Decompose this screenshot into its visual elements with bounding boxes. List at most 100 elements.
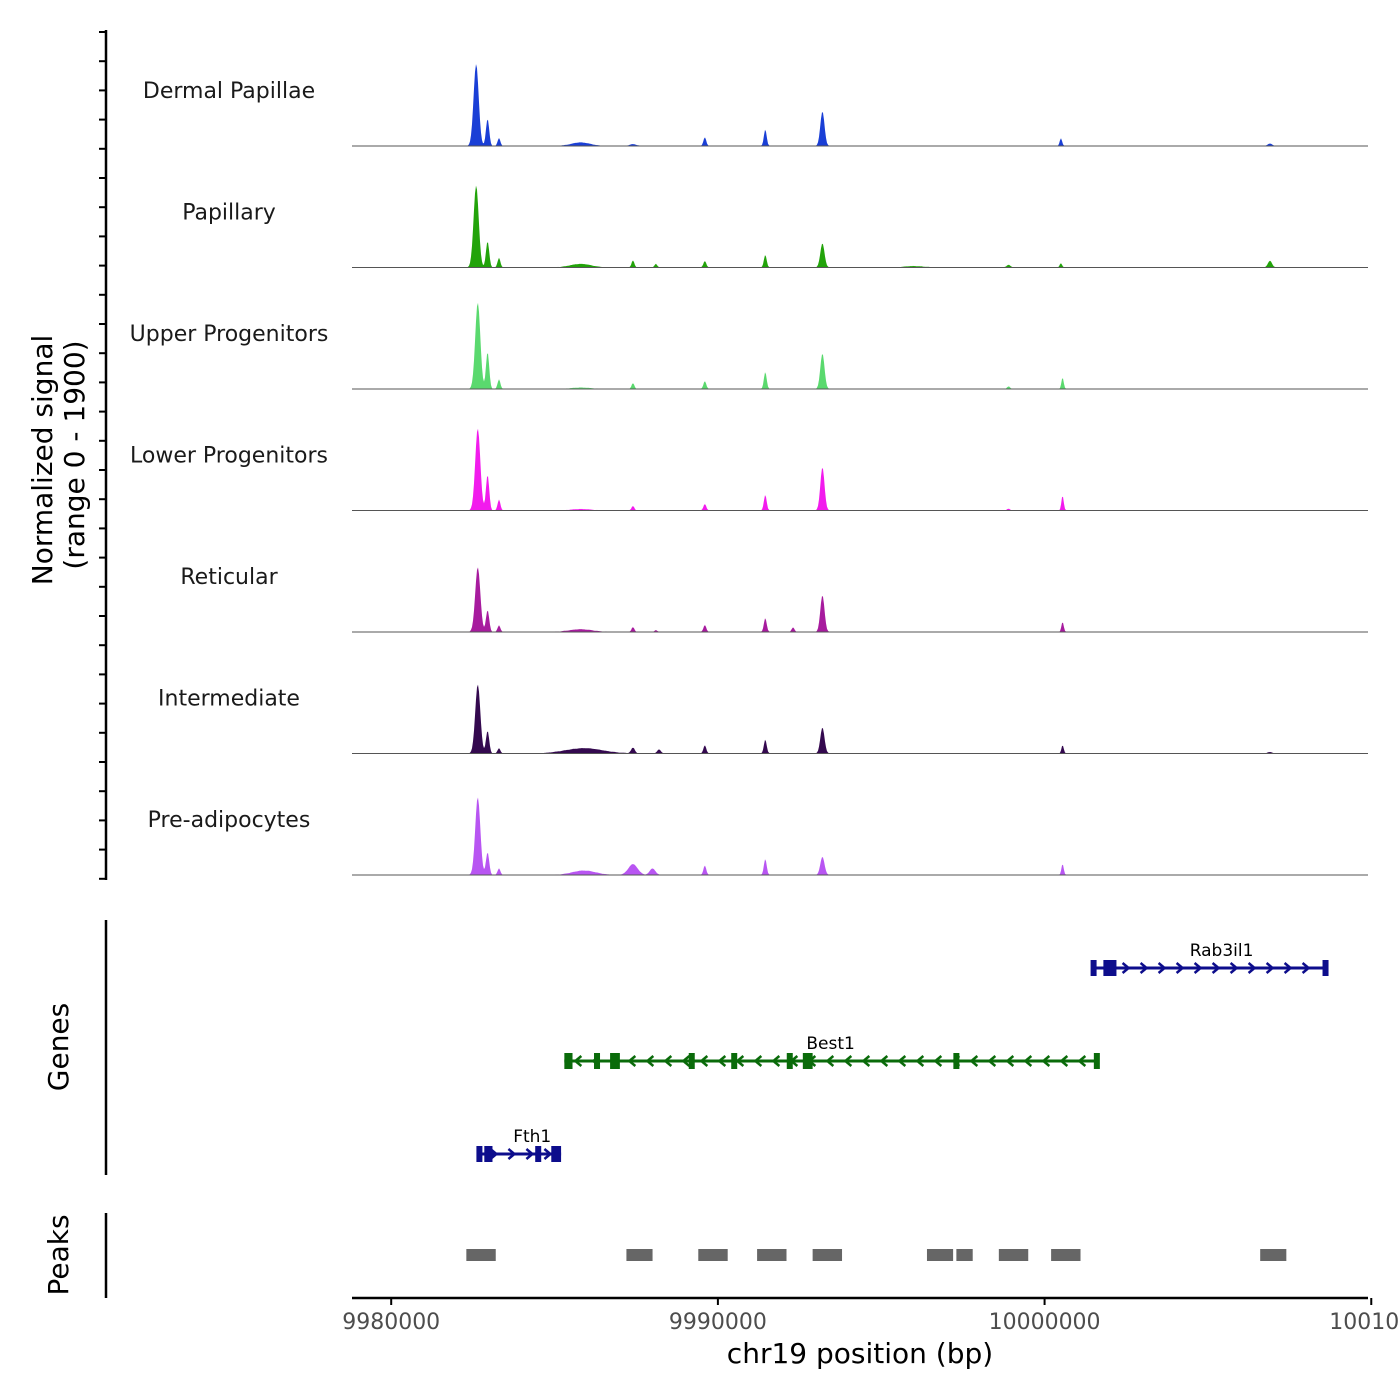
- strand-arrow: [699, 1055, 709, 1067]
- coverage-area: [352, 302, 1368, 389]
- exon: [688, 1053, 695, 1069]
- strand-arrow: [1193, 962, 1203, 974]
- track-label: Lower Progenitors: [130, 444, 328, 469]
- strand-arrow: [1041, 1055, 1051, 1067]
- exon: [1103, 960, 1117, 976]
- strand-arrow: [1211, 962, 1221, 974]
- peak-region: [1260, 1249, 1287, 1261]
- strand-arrow: [933, 1055, 943, 1067]
- exon: [802, 1053, 813, 1069]
- x-tick-label: 9990000: [669, 1310, 767, 1335]
- track-reticular: Reticular: [180, 565, 1368, 633]
- track-intermediate: Intermediate: [158, 684, 1368, 754]
- strand-arrow: [1301, 962, 1311, 974]
- track-label: Pre-adipocytes: [148, 808, 311, 833]
- genes-axis-title: Genes: [42, 1003, 75, 1091]
- exon: [1322, 960, 1329, 976]
- strand-arrow: [1121, 962, 1131, 974]
- strand-arrow: [1005, 1055, 1015, 1067]
- exon: [953, 1053, 960, 1069]
- strand-arrow: [987, 1055, 997, 1067]
- peak-regions: [466, 1249, 1287, 1261]
- strand-arrow: [843, 1055, 853, 1067]
- x-tick-label: 10000000: [989, 1310, 1101, 1335]
- gene-annotations: Rab3il1 Best1 Fth1: [476, 941, 1329, 1162]
- strand-arrow: [663, 1055, 673, 1067]
- strand-arrow: [1139, 962, 1149, 974]
- exon: [535, 1146, 542, 1162]
- strand-arrow: [771, 1055, 781, 1067]
- track-dermal-papillae: Dermal Papillae: [143, 64, 1368, 147]
- strand-arrow: [879, 1055, 889, 1067]
- exon: [551, 1146, 562, 1162]
- gene-label: Best1: [806, 1034, 854, 1054]
- track-lower-progenitors: Lower Progenitors: [130, 428, 1368, 511]
- exon: [731, 1053, 738, 1069]
- coverage-area: [352, 567, 1368, 632]
- exon: [476, 1146, 483, 1162]
- strand-arrow: [1175, 962, 1185, 974]
- signal-y-ticks: [99, 31, 106, 880]
- gene-best1: Best1: [564, 1034, 1100, 1069]
- strand-arrow: [897, 1055, 907, 1067]
- x-tick-label: 9980000: [342, 1310, 440, 1335]
- peak-region: [926, 1249, 954, 1261]
- x-tick-label: 100100: [1329, 1310, 1400, 1335]
- strand-arrow: [1247, 962, 1257, 974]
- coverage-area: [352, 185, 1368, 268]
- y-axis-title-line2: (range 0 - 1900): [58, 340, 91, 569]
- strand-arrow: [1059, 1055, 1069, 1067]
- peak-region: [998, 1249, 1029, 1261]
- strand-arrow: [627, 1055, 637, 1067]
- strand-arrow: [825, 1055, 835, 1067]
- strand-arrow: [525, 1148, 535, 1160]
- strand-arrow: [1077, 1055, 1087, 1067]
- strand-arrow: [861, 1055, 871, 1067]
- track-label: Papillary: [182, 201, 276, 226]
- exon: [1093, 1053, 1100, 1069]
- strand-arrow: [735, 1055, 745, 1067]
- strand-arrow: [1157, 962, 1167, 974]
- coverage-area: [352, 797, 1368, 875]
- strand-arrow: [969, 1055, 979, 1067]
- strand-arrow: [717, 1055, 727, 1067]
- track-label: Dermal Papillae: [143, 79, 315, 104]
- gene-label: Fth1: [513, 1127, 551, 1147]
- strand-arrow: [1265, 962, 1275, 974]
- exon: [594, 1053, 601, 1069]
- track-label: Upper Progenitors: [130, 322, 329, 347]
- peak-region: [757, 1249, 787, 1261]
- strand-arrow: [507, 1148, 517, 1160]
- strand-arrow: [1229, 962, 1239, 974]
- coverage-area: [352, 684, 1368, 754]
- exon: [564, 1053, 573, 1069]
- strand-arrow: [543, 1148, 553, 1160]
- peak-region: [698, 1249, 728, 1261]
- peak-region: [956, 1249, 973, 1261]
- strand-arrow: [753, 1055, 763, 1067]
- peak-region: [812, 1249, 843, 1261]
- strand-arrow: [681, 1055, 691, 1067]
- coverage-area: [352, 428, 1368, 511]
- coverage-area: [352, 64, 1368, 146]
- exon: [484, 1146, 493, 1162]
- strand-arrow: [645, 1055, 655, 1067]
- strand-arrow: [1023, 1055, 1033, 1067]
- peak-region: [466, 1249, 496, 1261]
- gene-label: Rab3il1: [1190, 941, 1254, 961]
- strand-arrow: [1283, 962, 1293, 974]
- track-label: Intermediate: [158, 687, 300, 712]
- x-axis-ticks: 9980000 9990000 10000000 100100: [342, 1298, 1400, 1335]
- track-label: Reticular: [180, 565, 278, 590]
- peak-region: [1051, 1249, 1081, 1261]
- peak-region: [626, 1249, 653, 1261]
- exon: [1090, 960, 1097, 976]
- gene-fth1: Fth1: [476, 1127, 562, 1162]
- gene-rab3il1: Rab3il1: [1090, 941, 1329, 976]
- strand-arrow: [573, 1055, 583, 1067]
- track-papillary: Papillary: [182, 185, 1368, 268]
- exon: [610, 1053, 620, 1069]
- coverage-tracks: Dermal Papillae Papillary Upper Progenitor…: [130, 64, 1368, 876]
- peaks-axis-title: Peaks: [42, 1214, 75, 1295]
